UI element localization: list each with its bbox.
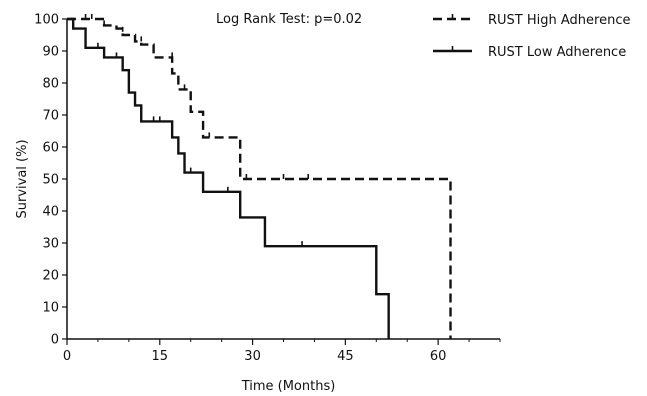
plot-area: [67, 14, 452, 339]
x-tick-label: 0: [63, 349, 71, 364]
series-line-low-adherence: [67, 17, 390, 339]
x-tick-label: 30: [244, 349, 261, 364]
y-tick-label: 50: [42, 173, 59, 188]
series-line-high-adherence: [67, 17, 452, 339]
y-tick-label: 10: [42, 301, 59, 316]
legend-label: RUST Low Adherence: [488, 45, 626, 60]
legend: RUST High Adherence RUST Low Adherence: [433, 13, 630, 60]
y-tick-label: 30: [42, 237, 59, 252]
y-tick-label: 0: [51, 333, 59, 348]
y-tick-label: 90: [42, 45, 59, 60]
x-tick-label: 45: [337, 349, 354, 364]
y-axis-title: Survival (%): [15, 139, 30, 218]
y-tick-label: 70: [42, 109, 59, 124]
axes: 0 10 20 30 40 50 60 70 80 90 100 0 15 30 45 60: [34, 13, 501, 364]
y-tick-label: 40: [42, 205, 59, 220]
x-axis-title: Time (Months): [241, 379, 336, 394]
y-tick-label: 60: [42, 141, 59, 156]
x-tick-label: 60: [430, 349, 447, 364]
legend-label: RUST High Adherence: [488, 13, 630, 28]
log-rank-annotation: Log Rank Test: p=0.02: [216, 12, 362, 27]
y-tick-label: 80: [42, 77, 59, 92]
y-tick-label: 100: [34, 13, 59, 28]
y-tick-label: 20: [42, 269, 59, 284]
x-tick-label: 15: [152, 349, 169, 364]
